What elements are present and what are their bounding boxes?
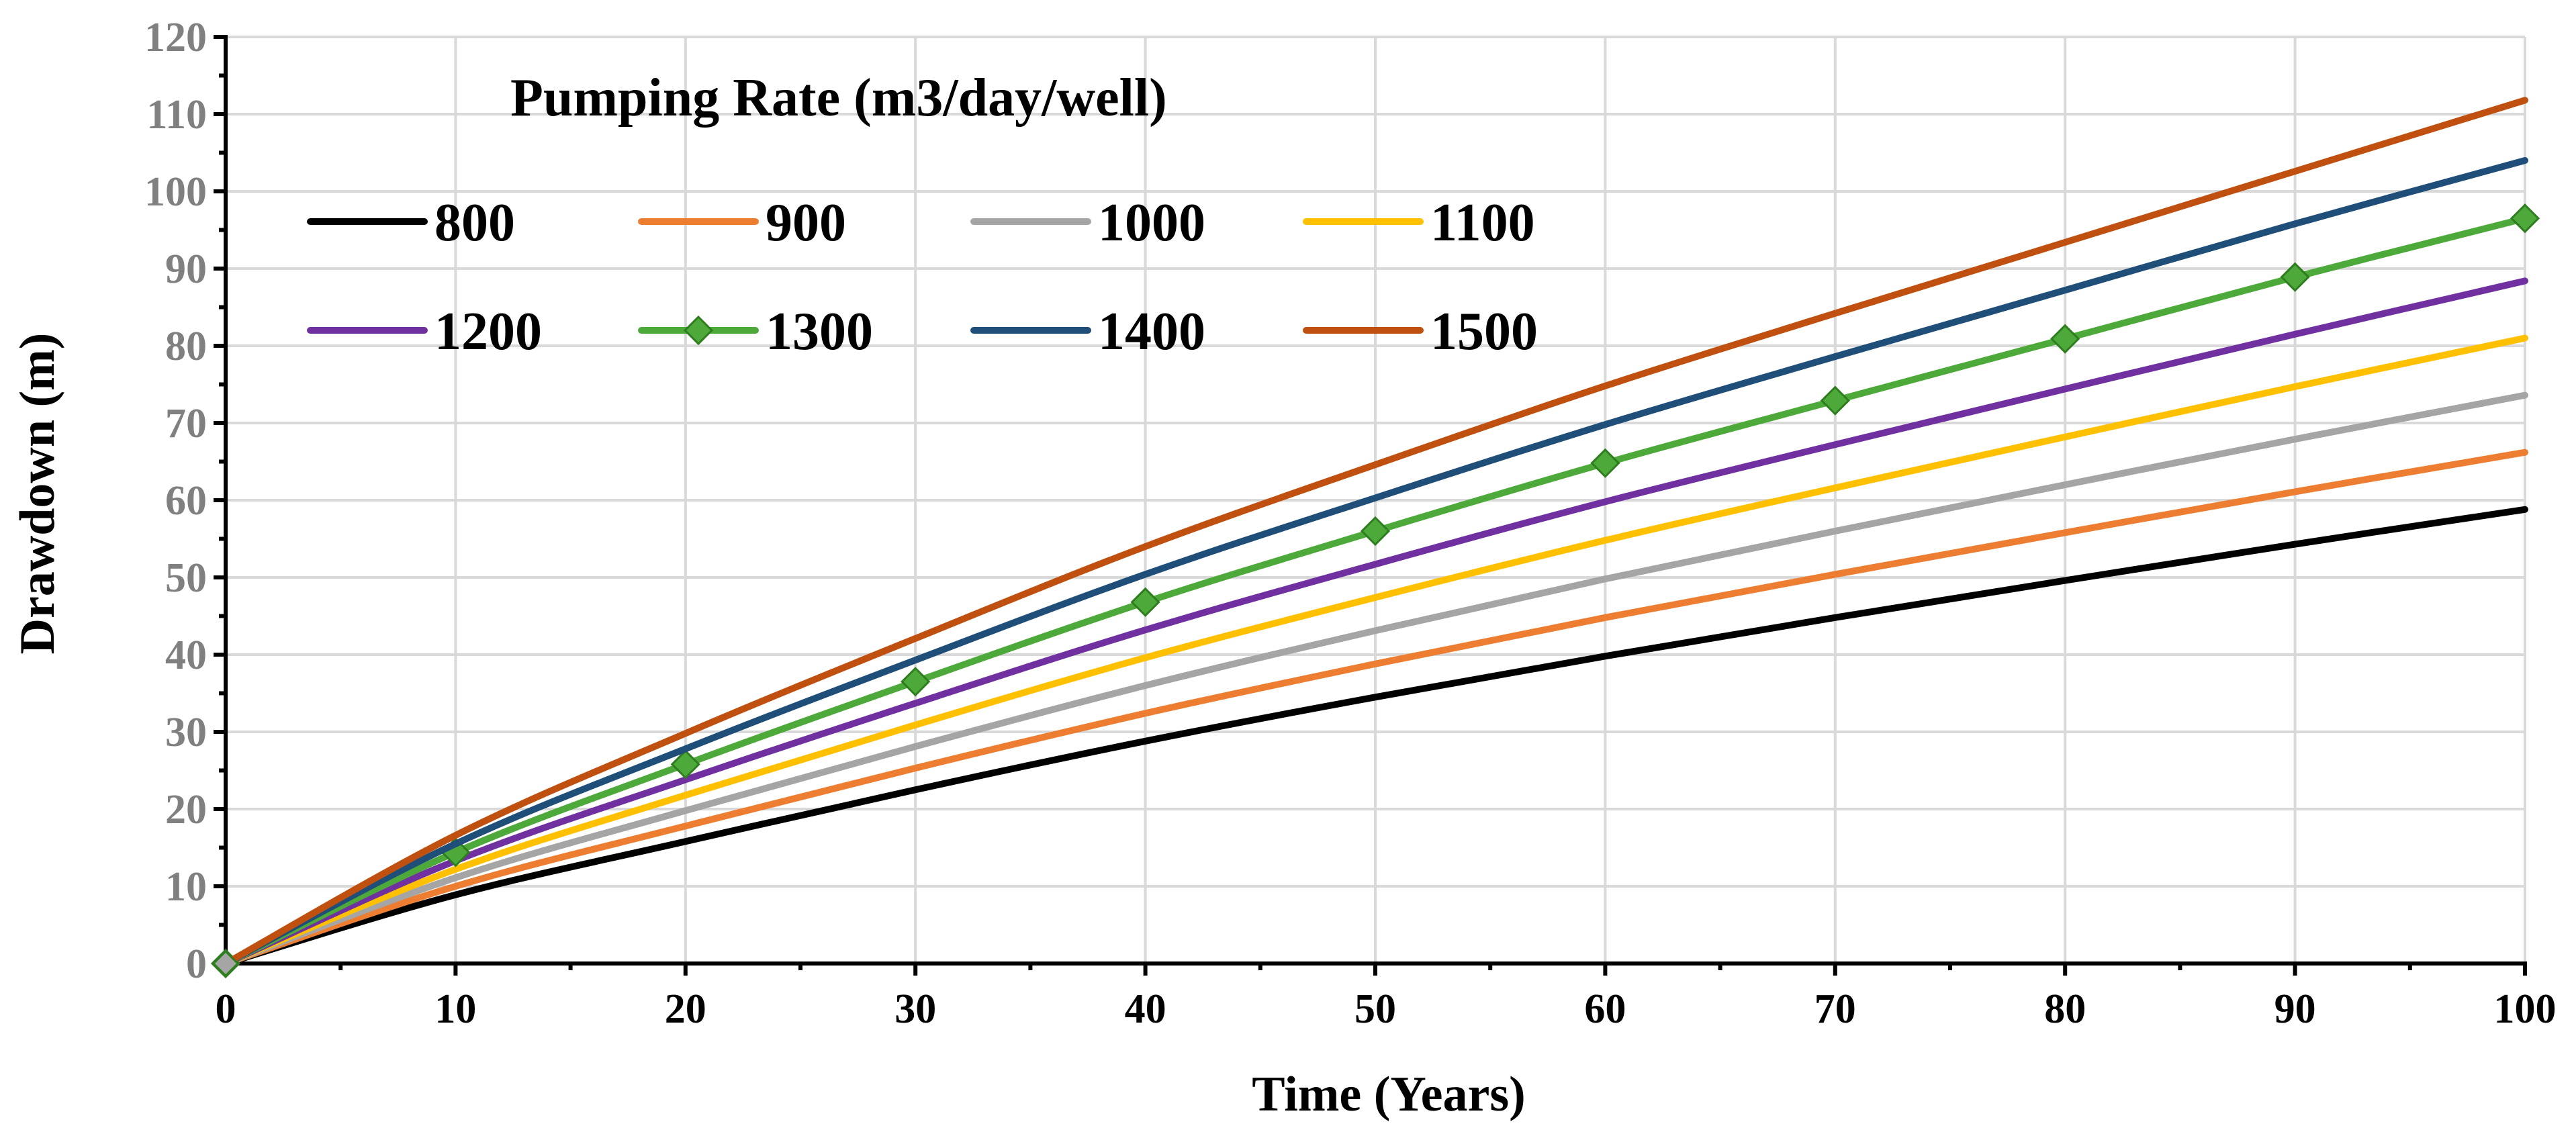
data-point-1300 xyxy=(1590,448,1620,478)
legend-label-900: 900 xyxy=(766,193,846,252)
legend-label-1100: 1100 xyxy=(1430,193,1535,252)
x-tick-label: 70 xyxy=(1814,986,1856,1032)
series-line-1200 xyxy=(222,277,2528,967)
y-axis-title: Drawdown (m) xyxy=(10,333,65,655)
legend-item-1500: 1500 xyxy=(1303,302,1538,361)
legend-label-1000: 1000 xyxy=(1098,193,1205,252)
series-line-1300 xyxy=(222,215,2528,967)
data-point-1300 xyxy=(1820,385,1850,416)
series-line-1000 xyxy=(222,391,2528,967)
legend-item-1400: 1400 xyxy=(970,302,1205,361)
y-tick-label: 110 xyxy=(146,92,207,138)
x-axis-title: Time (Years) xyxy=(1252,1067,1526,1122)
legend-label-1400: 1400 xyxy=(1098,302,1205,361)
data-series xyxy=(210,97,2540,979)
series-line-1100 xyxy=(222,334,2528,967)
series-1000 xyxy=(222,391,2528,967)
legend-item-800: 800 xyxy=(307,193,515,252)
x-tick-label: 10 xyxy=(434,986,476,1032)
series-line-1400 xyxy=(222,157,2528,967)
y-tick-label: 60 xyxy=(165,478,207,524)
data-point-1300 xyxy=(670,749,700,780)
series-900 xyxy=(222,449,2528,967)
data-point-1300 xyxy=(2280,262,2310,292)
data-point-1300 xyxy=(1130,587,1160,617)
y-tick-label: 80 xyxy=(165,324,207,369)
legend-label-800: 800 xyxy=(434,193,515,252)
series-line-1500 xyxy=(222,97,2528,967)
y-tick-label: 10 xyxy=(165,864,207,910)
legend-label-1300: 1300 xyxy=(766,302,873,361)
x-tick-label: 50 xyxy=(1354,986,1396,1032)
y-tick-label: 30 xyxy=(165,710,207,755)
x-tick-label: 40 xyxy=(1125,986,1166,1032)
series-1500 xyxy=(222,97,2528,967)
series-line-800 xyxy=(222,506,2528,967)
x-tick-label: 60 xyxy=(1584,986,1626,1032)
legend-label-1200: 1200 xyxy=(434,302,542,361)
series-1200 xyxy=(222,277,2528,967)
data-point-1300 xyxy=(2510,203,2540,234)
legend-item-1300: 1300 xyxy=(638,302,873,361)
legend: Pumping Rate (m3/day/well) 800 900 1000 110… xyxy=(307,68,1538,361)
data-point-1300 xyxy=(2050,324,2080,354)
y-tick-label: 70 xyxy=(165,401,207,446)
origin-point xyxy=(212,949,240,978)
x-tick-label: 0 xyxy=(216,986,236,1032)
x-tick-label: 80 xyxy=(2044,986,2086,1032)
series-1400 xyxy=(222,157,2528,967)
legend-item-900: 900 xyxy=(638,193,846,252)
y-tick-label: 0 xyxy=(186,941,207,987)
y-tick-label: 20 xyxy=(165,787,207,833)
legend-marker-1300 xyxy=(683,315,714,346)
x-tick-label: 90 xyxy=(2274,986,2316,1032)
y-tick-label: 50 xyxy=(165,555,207,601)
series-1100 xyxy=(222,334,2528,967)
legend-item-1200: 1200 xyxy=(307,302,542,361)
legend-label-1500: 1500 xyxy=(1430,302,1538,361)
legend-item-1000: 1000 xyxy=(970,193,1205,252)
legend-items: 800 900 1000 1100 1200 1300 1400 1500 xyxy=(307,193,1538,361)
data-point-1300 xyxy=(901,667,931,697)
x-tick-label: 30 xyxy=(894,986,936,1032)
legend-item-1100: 1100 xyxy=(1303,193,1535,252)
x-tick-label: 20 xyxy=(665,986,706,1032)
y-tick-label: 100 xyxy=(144,169,207,215)
y-tick-label: 40 xyxy=(165,632,207,678)
data-point-1300 xyxy=(1360,516,1391,547)
y-tick-label: 120 xyxy=(144,15,207,60)
legend-title: Pumping Rate (m3/day/well) xyxy=(510,68,1167,128)
x-tick-label: 100 xyxy=(2494,986,2557,1032)
series-800 xyxy=(222,506,2528,967)
y-tick-label: 90 xyxy=(165,246,207,292)
series-line-900 xyxy=(222,449,2528,967)
